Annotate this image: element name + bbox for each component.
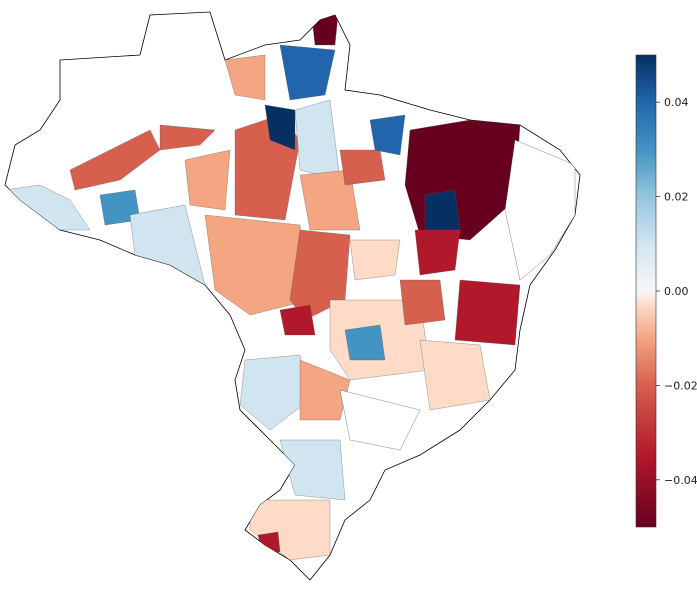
municipality-region [249, 499, 331, 561]
municipality-region [239, 354, 311, 431]
municipality-region [369, 114, 406, 156]
municipality-region [339, 389, 421, 451]
colorbar-tick-label: −0.02 [664, 379, 697, 392]
colorbar: 0.04 0.02 0.00 −0.02 −0.04 [635, 54, 697, 528]
municipality-polygons [5, 14, 576, 561]
municipality-region [419, 339, 491, 411]
colorbar-bar [635, 54, 657, 528]
municipality-region [339, 149, 386, 186]
municipality-region [289, 229, 351, 321]
colorbar-tick-label: 0.02 [664, 191, 689, 204]
colorbar-tick-label: −0.04 [664, 474, 697, 487]
municipality-region [129, 204, 206, 286]
colorbar-tick-label: 0.00 [664, 285, 689, 298]
municipality-region [159, 124, 216, 151]
colorbar-ticks: 0.04 0.02 0.00 −0.02 −0.04 [656, 96, 697, 487]
municipality-region [414, 229, 461, 276]
municipality-region [344, 324, 386, 361]
municipality-region [454, 279, 521, 346]
colorbar-tick-label: 0.04 [664, 96, 689, 109]
municipality-region [224, 54, 266, 101]
municipality-region [311, 14, 339, 46]
municipality-region [257, 531, 281, 553]
municipality-region [184, 149, 231, 211]
municipality-region [399, 279, 446, 326]
municipality-region [299, 359, 351, 421]
municipality-region [204, 214, 311, 316]
municipality-region [349, 239, 401, 281]
municipality-region [504, 139, 576, 281]
municipality-region [279, 304, 316, 336]
municipality-region [424, 189, 461, 231]
brazil-map [4, 11, 581, 581]
municipality-region [279, 439, 346, 501]
municipality-region [279, 44, 336, 101]
municipality-region [264, 104, 296, 151]
